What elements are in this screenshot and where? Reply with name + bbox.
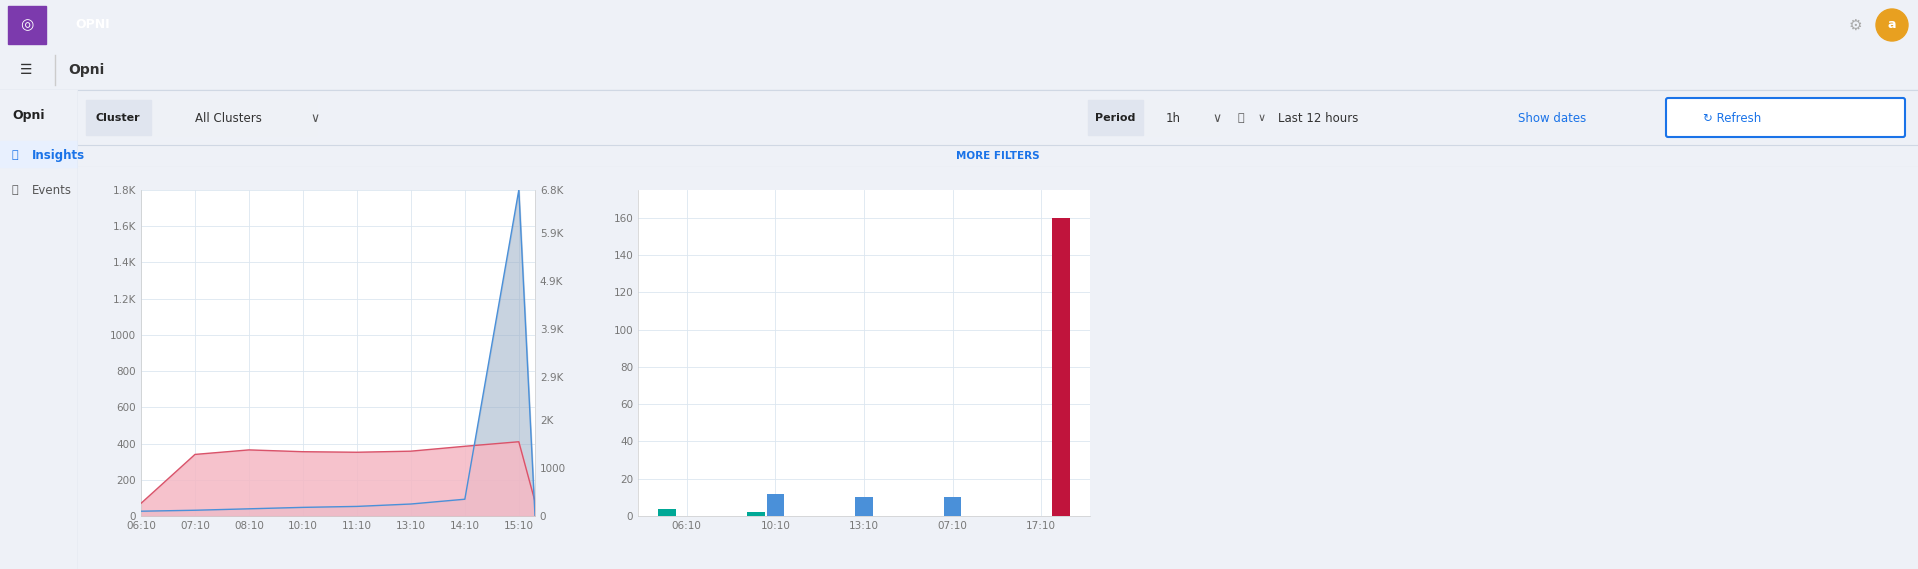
Bar <box>1051 218 1070 516</box>
Bar <box>0 141 79 167</box>
Text: 1h: 1h <box>1166 112 1180 125</box>
Bar <box>1088 100 1218 135</box>
Text: ∨: ∨ <box>1212 112 1222 125</box>
Text: ∨: ∨ <box>311 112 318 125</box>
Text: Insights: Insights <box>33 149 84 162</box>
Bar <box>658 509 675 516</box>
Text: Show dates: Show dates <box>1517 112 1586 125</box>
Text: ↻ Refresh: ↻ Refresh <box>1703 112 1761 125</box>
Bar <box>8 6 46 44</box>
Bar <box>748 512 765 516</box>
Bar <box>767 494 784 516</box>
Text: a: a <box>1887 19 1897 31</box>
Bar <box>1088 100 1143 135</box>
Text: Opni: Opni <box>67 63 104 77</box>
Text: ⏱: ⏱ <box>12 185 19 195</box>
Text: ◎: ◎ <box>21 18 35 32</box>
Text: Opni: Opni <box>12 109 44 122</box>
Text: Last 12 hours: Last 12 hours <box>1277 112 1358 125</box>
Text: Cluster: Cluster <box>96 113 140 123</box>
Text: ☰: ☰ <box>19 63 33 77</box>
Bar <box>944 497 961 516</box>
Bar <box>86 100 152 135</box>
Text: Events: Events <box>33 183 73 196</box>
Text: ∨: ∨ <box>1258 113 1266 123</box>
Text: 📊: 📊 <box>12 150 19 160</box>
Bar <box>86 100 316 135</box>
Circle shape <box>1876 9 1908 41</box>
Text: 📅: 📅 <box>1237 113 1245 123</box>
Text: ⚙: ⚙ <box>1849 18 1862 32</box>
Text: MORE FILTERS: MORE FILTERS <box>957 151 1040 161</box>
Text: All Clusters: All Clusters <box>194 112 261 125</box>
Text: OPNI: OPNI <box>75 19 109 31</box>
Text: Period: Period <box>1095 113 1135 123</box>
FancyBboxPatch shape <box>1667 98 1905 137</box>
Bar <box>855 497 873 516</box>
